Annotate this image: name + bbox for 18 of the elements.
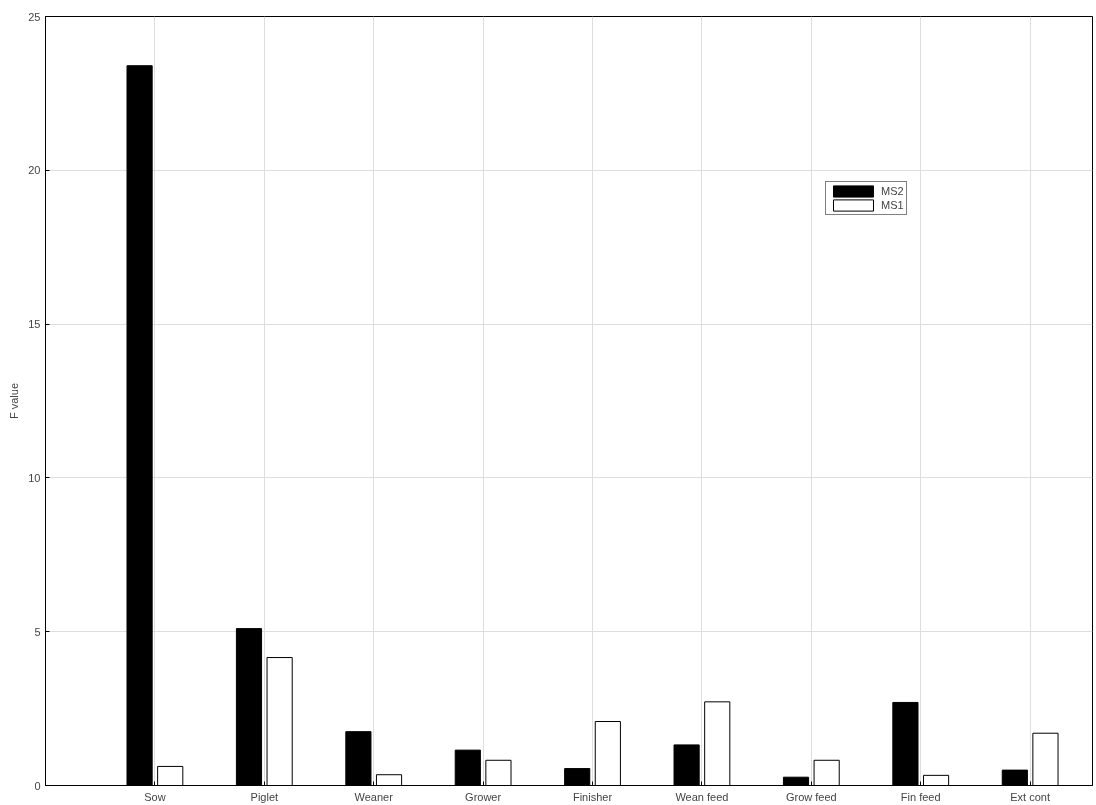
y-tick-label: 10 (28, 471, 41, 484)
x-tick-label: Grow feed (785, 790, 837, 803)
y-tick-label: 25 (28, 10, 41, 23)
x-tick-label: Fin feed (900, 790, 941, 803)
legend-label: MS1 (881, 198, 904, 212)
x-tick-label: Sow (144, 790, 166, 803)
y-tick-label: 15 (28, 318, 41, 331)
y-tick-label: 5 (34, 625, 41, 638)
x-tick-label: Piglet (250, 790, 279, 803)
x-tick-label: Ext cont (1010, 790, 1051, 803)
legend-label: MS2 (881, 184, 904, 198)
x-tick-label: Wean feed (675, 790, 729, 803)
x-tick-label: Weaner (354, 790, 394, 803)
y-tick-label: 20 (28, 164, 41, 177)
x-tick-label: Grower (465, 790, 502, 803)
y-axis-title: F value (8, 382, 21, 420)
x-tick-label: Finisher (572, 790, 613, 803)
y-tick-label: 0 (34, 779, 41, 792)
